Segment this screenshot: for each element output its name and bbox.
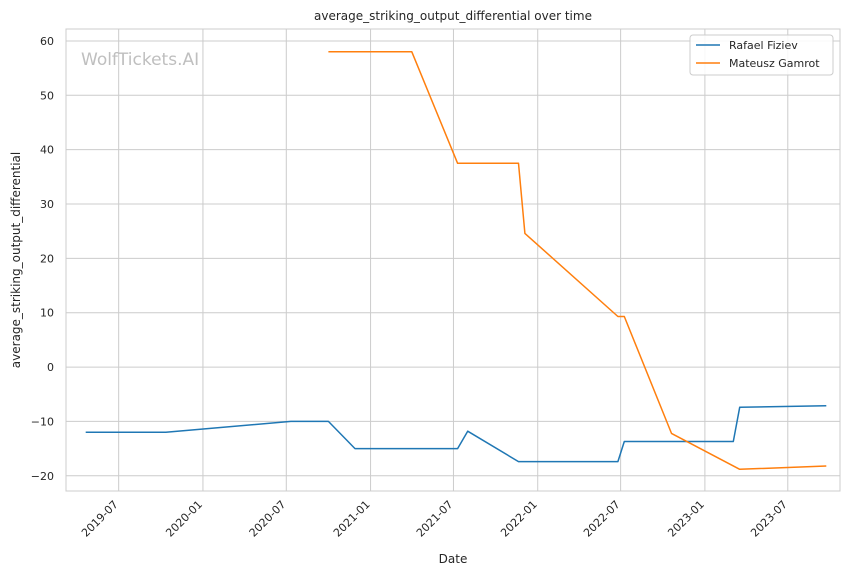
y-tick-label: 40	[40, 144, 54, 157]
x-axis-title: Date	[439, 552, 468, 566]
y-tick-label: 20	[40, 252, 54, 265]
series-line-2	[328, 51, 827, 471]
plot-frame	[65, 28, 841, 492]
y-tick-label: 60	[40, 35, 54, 48]
y-tick-label: 10	[40, 307, 54, 320]
y-tick-label: 50	[40, 89, 54, 102]
y-tick-label: −10	[31, 415, 54, 428]
y-tick-label: −20	[31, 470, 54, 483]
y-tick-label: 30	[40, 198, 54, 211]
legend-label: Rafael Fiziev	[729, 39, 798, 52]
chart-title: average_striking_output_differential ove…	[314, 9, 592, 23]
y-axis-title: average_striking_output_differential	[9, 152, 23, 368]
series-line-1	[85, 404, 827, 463]
legend-label: Mateusz Gamrot	[729, 57, 820, 70]
watermark: WolfTickets.AI	[81, 50, 199, 70]
legend-box	[689, 34, 834, 76]
y-tick-label: 0	[47, 361, 54, 374]
grid-lines	[66, 29, 840, 491]
series-group	[85, 51, 827, 471]
legend: Rafael Fiziev Mateusz Gamrot	[689, 34, 834, 76]
y-tick-labels: −20 −10 0 10 20 30 40 50 60	[31, 35, 54, 483]
